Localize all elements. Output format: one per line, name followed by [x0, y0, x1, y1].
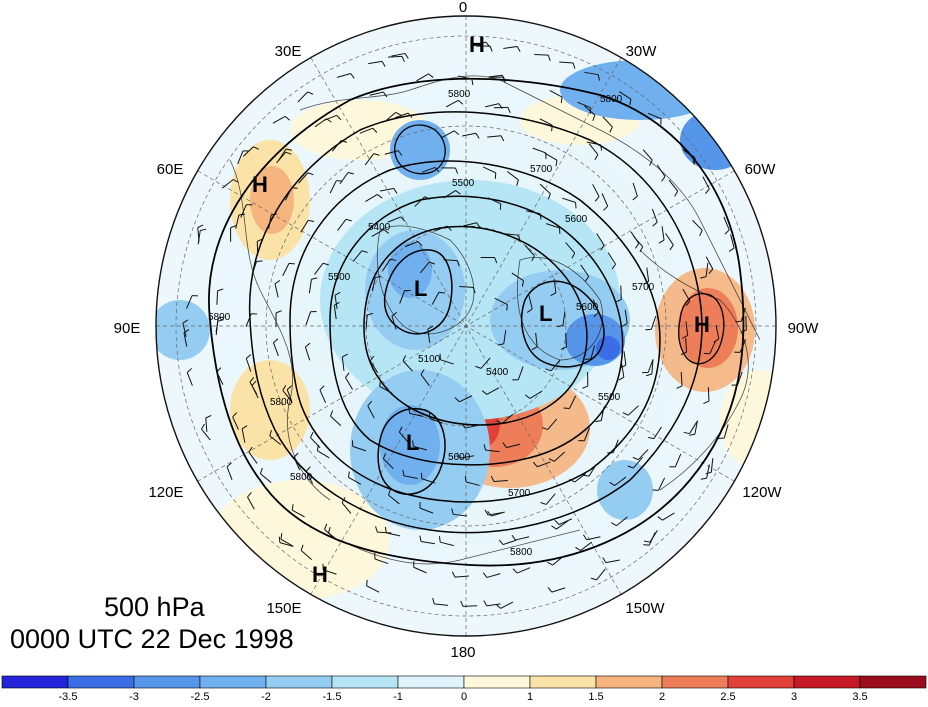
- colorbar-swatch: [2, 676, 68, 688]
- colorbar-swatch: [728, 676, 794, 688]
- wind-barb-feather: [289, 263, 295, 264]
- colorbar-tick-label: -1: [393, 691, 403, 702]
- contour-label: 5500: [598, 392, 621, 403]
- wind-barb-feather: [585, 359, 591, 360]
- anomaly-negative-north: [390, 120, 450, 180]
- colorbar-tick-label: -3.5: [59, 691, 78, 702]
- lon-label-90e: 90E: [114, 320, 141, 337]
- wind-barb: [708, 387, 709, 401]
- wind-barb-feather: [292, 188, 298, 189]
- lon-label-60w: 60W: [745, 161, 777, 178]
- anomaly-negative-east-peak: [596, 336, 620, 360]
- contour-label: 5600: [565, 214, 588, 225]
- high-center: H: [312, 562, 328, 587]
- wind-barb-feather: [652, 490, 658, 491]
- colorbar-swatch: [200, 676, 266, 688]
- contour-label: 5100: [418, 354, 441, 365]
- colorbar-tick-label: 3: [791, 691, 797, 702]
- wind-barb-feather: [718, 438, 724, 439]
- contour-label: 5700: [508, 488, 531, 499]
- contour-label: 5500: [328, 272, 351, 283]
- lon-label-120w: 120W: [742, 484, 782, 501]
- wind-barb: [534, 54, 548, 55]
- lon-label-150e: 150E: [266, 600, 301, 617]
- lon-label-90w: 90W: [788, 320, 820, 337]
- wind-barb-feather: [279, 537, 280, 543]
- contour-label: 5600: [576, 302, 599, 313]
- colorbar-tick-label: 1.5: [588, 691, 603, 702]
- lon-label-150w: 150W: [625, 600, 665, 617]
- colorbar-swatch: [266, 676, 332, 688]
- anomaly-negative-southeast: [597, 460, 653, 520]
- low-center: L: [539, 301, 552, 326]
- anomaly-negative-far-west: [150, 300, 210, 360]
- lon-label-120e: 120E: [148, 484, 183, 501]
- valid-time-title: 0000 UTC 22 Dec 1998: [10, 624, 294, 655]
- contour-label: 5400: [486, 367, 509, 378]
- wind-barb-feather: [507, 305, 508, 311]
- contour-label: 5600: [448, 452, 471, 463]
- lon-label-0: 0: [459, 0, 467, 16]
- contour-label: 5700: [632, 282, 655, 293]
- colorbar-tick-label: 2: [659, 691, 665, 702]
- contour-label: 5400: [368, 222, 391, 233]
- colorbar-swatch: [68, 676, 134, 688]
- contour-label: 5800: [290, 472, 313, 483]
- colorbar-tick-label: 1: [527, 691, 533, 702]
- colorbar-tick-label: -2: [261, 691, 271, 702]
- contour-label: 5800: [270, 397, 293, 408]
- contour-label: 5800: [208, 312, 231, 323]
- pressure-level-title: 500 hPa: [104, 592, 205, 623]
- colorbar-swatch: [134, 676, 200, 688]
- anomaly-positive-south: [210, 480, 390, 600]
- colorbar-tick-label: -3: [129, 691, 139, 702]
- colorbar-swatch: [860, 676, 926, 688]
- anomaly-positive-southwest: [230, 360, 310, 460]
- colorbar-swatch: [398, 676, 464, 688]
- wind-barb-feather: [465, 476, 466, 482]
- anomaly-negative-northeast-core: [680, 110, 750, 170]
- contour-label: 5800: [510, 547, 533, 558]
- contour-label: 5800: [600, 94, 623, 105]
- colorbar-swatch: [332, 676, 398, 688]
- wind-barb: [566, 333, 567, 347]
- colorbar-swatch: [662, 676, 728, 688]
- colorbar-tick-label: 0: [461, 691, 467, 702]
- low-center: L: [414, 276, 427, 301]
- colorbar-tick-label: -1.5: [323, 691, 342, 702]
- contour-label: 5700: [530, 164, 553, 175]
- lon-label-180: 180: [450, 644, 475, 661]
- lon-label-30w: 30W: [626, 43, 658, 60]
- colorbar-tick-label: -2.5: [191, 691, 210, 702]
- lon-label-30e: 30E: [275, 43, 302, 60]
- lon-label-60e: 60E: [157, 161, 184, 178]
- colorbar-swatch: [596, 676, 662, 688]
- wind-barb: [217, 291, 218, 305]
- contour-label: 5800: [448, 89, 471, 100]
- wind-barb-feather: [552, 125, 553, 131]
- colorbar-swatch: [794, 676, 860, 688]
- contour-label: 5500: [452, 178, 475, 189]
- colorbar-swatch: [464, 676, 530, 688]
- colorbar: -3.5 -3 -2.5 -2 -1.5 -1 0 1 1.5 2 2.5 3 3.5: [2, 676, 926, 702]
- colorbar-swatch: [530, 676, 596, 688]
- low-center: L: [406, 430, 419, 455]
- colorbar-tick-label: 2.5: [720, 691, 735, 702]
- high-center: H: [694, 312, 710, 337]
- high-center: H: [469, 32, 485, 57]
- high-center: H: [252, 172, 268, 197]
- wind-barb: [463, 606, 477, 607]
- colorbar-tick-label: 3.5: [852, 691, 867, 702]
- wind-barb-feather: [367, 580, 368, 586]
